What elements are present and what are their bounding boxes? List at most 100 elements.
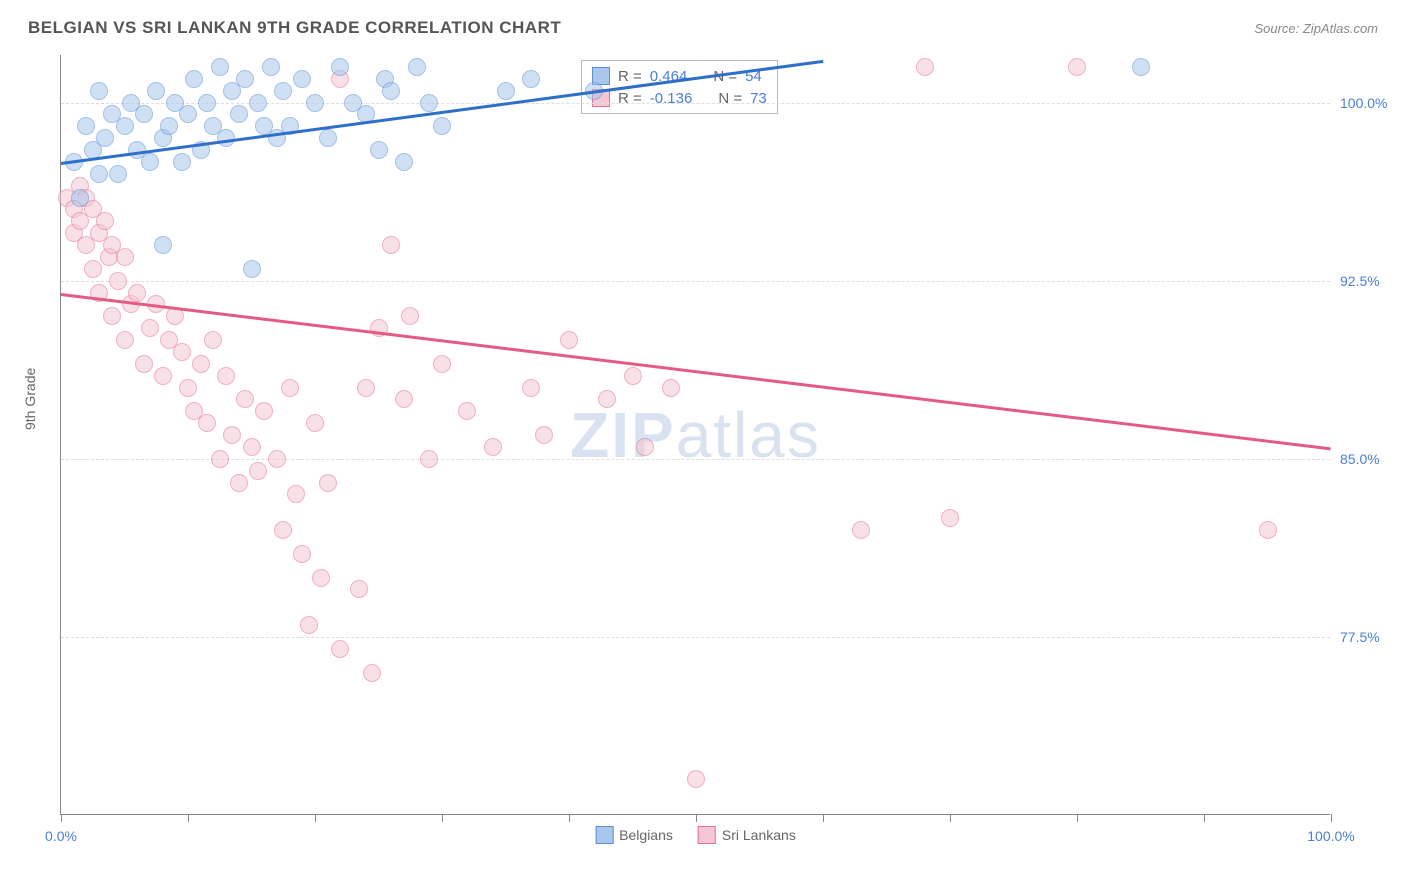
r-label: R = bbox=[618, 68, 642, 85]
data-point-belgians bbox=[319, 129, 337, 147]
data-point-belgians bbox=[116, 117, 134, 135]
x-tick bbox=[1204, 814, 1205, 822]
data-point-srilankans bbox=[154, 367, 172, 385]
data-point-srilankans bbox=[560, 331, 578, 349]
data-point-srilankans bbox=[382, 236, 400, 254]
data-point-srilankans bbox=[249, 462, 267, 480]
data-point-belgians bbox=[395, 153, 413, 171]
data-point-srilankans bbox=[192, 355, 210, 373]
gridline bbox=[61, 637, 1330, 638]
correlation-legend: R = 0.464 N = 54 R = -0.136 N = 73 bbox=[581, 60, 778, 114]
y-tick-label: 100.0% bbox=[1340, 95, 1400, 111]
x-tick bbox=[442, 814, 443, 822]
x-tick-label: 0.0% bbox=[45, 828, 77, 844]
data-point-srilankans bbox=[116, 331, 134, 349]
r-label: R = bbox=[618, 90, 642, 107]
data-point-srilankans bbox=[624, 367, 642, 385]
data-point-belgians bbox=[370, 141, 388, 159]
data-point-belgians bbox=[382, 82, 400, 100]
data-point-srilankans bbox=[420, 450, 438, 468]
legend-item-belgians: Belgians bbox=[595, 826, 673, 844]
data-point-belgians bbox=[77, 117, 95, 135]
data-point-srilankans bbox=[84, 260, 102, 278]
data-point-srilankans bbox=[458, 402, 476, 420]
legend-label-srilankans: Sri Lankans bbox=[722, 827, 796, 843]
data-point-belgians bbox=[236, 70, 254, 88]
data-point-srilankans bbox=[274, 521, 292, 539]
r-value-srilankans: -0.136 bbox=[650, 90, 693, 107]
data-point-srilankans bbox=[1259, 521, 1277, 539]
legend-item-srilankans: Sri Lankans bbox=[698, 826, 796, 844]
data-point-belgians bbox=[96, 129, 114, 147]
data-point-srilankans bbox=[306, 414, 324, 432]
data-point-srilankans bbox=[243, 438, 261, 456]
data-point-belgians bbox=[408, 58, 426, 76]
data-point-srilankans bbox=[401, 307, 419, 325]
x-tick bbox=[1331, 814, 1332, 822]
data-point-srilankans bbox=[141, 319, 159, 337]
data-point-srilankans bbox=[198, 414, 216, 432]
data-point-belgians bbox=[173, 153, 191, 171]
n-value-srilankans: 73 bbox=[750, 90, 767, 107]
data-point-belgians bbox=[306, 94, 324, 112]
data-point-belgians bbox=[274, 82, 292, 100]
trend-line-srilankans bbox=[61, 293, 1331, 450]
data-point-srilankans bbox=[116, 248, 134, 266]
data-point-srilankans bbox=[916, 58, 934, 76]
x-tick bbox=[1077, 814, 1078, 822]
data-point-srilankans bbox=[128, 284, 146, 302]
swatch-belgians bbox=[595, 826, 613, 844]
source-attribution: Source: ZipAtlas.com bbox=[1254, 21, 1378, 36]
data-point-belgians bbox=[331, 58, 349, 76]
x-tick bbox=[188, 814, 189, 822]
data-point-srilankans bbox=[636, 438, 654, 456]
data-point-srilankans bbox=[173, 343, 191, 361]
x-tick bbox=[696, 814, 697, 822]
data-point-srilankans bbox=[300, 616, 318, 634]
x-tick bbox=[315, 814, 316, 822]
data-point-belgians bbox=[249, 94, 267, 112]
gridline bbox=[61, 459, 1330, 460]
data-point-srilankans bbox=[96, 212, 114, 230]
x-tick-label: 100.0% bbox=[1307, 828, 1354, 844]
legend-row-srilankans: R = -0.136 N = 73 bbox=[592, 87, 767, 109]
data-point-belgians bbox=[243, 260, 261, 278]
data-point-belgians bbox=[90, 82, 108, 100]
chart-title: BELGIAN VS SRI LANKAN 9TH GRADE CORRELAT… bbox=[28, 18, 561, 38]
x-tick bbox=[569, 814, 570, 822]
data-point-srilankans bbox=[236, 390, 254, 408]
data-point-srilankans bbox=[312, 569, 330, 587]
data-point-srilankans bbox=[687, 770, 705, 788]
data-point-belgians bbox=[522, 70, 540, 88]
data-point-srilankans bbox=[230, 474, 248, 492]
data-point-srilankans bbox=[350, 580, 368, 598]
data-point-belgians bbox=[198, 94, 216, 112]
data-point-srilankans bbox=[484, 438, 502, 456]
data-point-belgians bbox=[262, 58, 280, 76]
data-point-srilankans bbox=[287, 485, 305, 503]
data-point-srilankans bbox=[268, 450, 286, 468]
scatter-chart: ZIPatlas R = 0.464 N = 54 R = -0.136 N =… bbox=[60, 55, 1330, 815]
data-point-srilankans bbox=[281, 379, 299, 397]
data-point-srilankans bbox=[204, 331, 222, 349]
y-tick-label: 77.5% bbox=[1340, 629, 1400, 645]
y-tick-label: 85.0% bbox=[1340, 451, 1400, 467]
data-point-belgians bbox=[141, 153, 159, 171]
y-tick-label: 92.5% bbox=[1340, 273, 1400, 289]
data-point-belgians bbox=[90, 165, 108, 183]
data-point-belgians bbox=[211, 58, 229, 76]
data-point-srilankans bbox=[395, 390, 413, 408]
data-point-srilankans bbox=[662, 379, 680, 397]
data-point-srilankans bbox=[211, 450, 229, 468]
x-tick bbox=[61, 814, 62, 822]
data-point-belgians bbox=[179, 105, 197, 123]
data-point-srilankans bbox=[255, 402, 273, 420]
series-legend: Belgians Sri Lankans bbox=[595, 826, 796, 844]
n-label: N = bbox=[718, 90, 742, 107]
data-point-belgians bbox=[420, 94, 438, 112]
data-point-srilankans bbox=[217, 367, 235, 385]
x-tick bbox=[823, 814, 824, 822]
data-point-srilankans bbox=[179, 379, 197, 397]
y-axis-label: 9th Grade bbox=[22, 368, 38, 430]
data-point-belgians bbox=[185, 70, 203, 88]
